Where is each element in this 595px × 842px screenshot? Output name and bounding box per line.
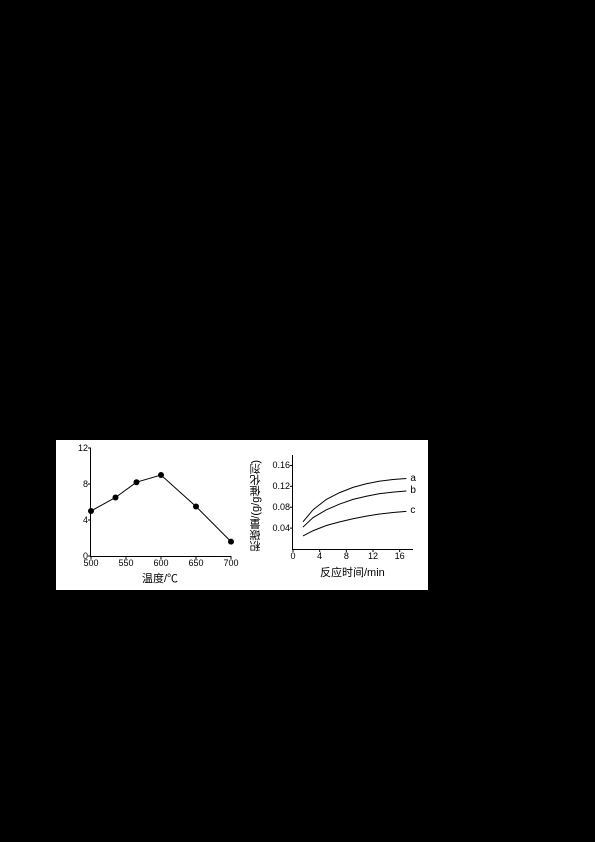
chart-1-xtick: 500 (83, 556, 98, 568)
chart-1-xlabel: 温度/℃ (142, 570, 178, 586)
chart-1-xtick: 700 (223, 556, 238, 568)
chart-2-ytick: 0.12 (272, 481, 293, 491)
chart-1-xtick: 650 (188, 556, 203, 568)
chart-2-xtick: 4 (317, 549, 322, 561)
chart-2-xtick: 16 (395, 549, 405, 561)
chart-1-plot: 04812500550600650700 (90, 448, 231, 557)
chart-2-svg (293, 455, 413, 549)
chart-1-svg (91, 448, 231, 556)
chart-1-xtick: 550 (118, 556, 133, 568)
chart-2-ylabel: 积碳量/(g/g催化剂) (248, 460, 264, 552)
chart-1-ytick: 12 (78, 443, 91, 453)
chart-2-xtick: 12 (368, 549, 378, 561)
chart-2-ytick: 0.08 (272, 502, 293, 512)
chart-2-xlabel: 反应时间/min (320, 564, 385, 580)
chart-2-xtick: 8 (344, 549, 349, 561)
chart-2-series-label: b (410, 485, 416, 496)
chart-1-ytick: 8 (83, 479, 91, 489)
chart-2-plot: 0.040.080.120.160481216abc (292, 455, 413, 550)
chart-2-series-label: a (410, 473, 416, 484)
chart-2-xtick: 0 (290, 549, 295, 561)
chart-2-ytick: 0.04 (272, 523, 293, 533)
chart-1: 04812500550600650700 温度/℃ (56, 440, 242, 590)
charts-container: 04812500550600650700 温度/℃ 0.040.080.120.… (56, 440, 428, 590)
chart-2-series-label: c (410, 505, 415, 516)
chart-1-xtick: 600 (153, 556, 168, 568)
chart-2: 0.040.080.120.160481216abc 积碳量/(g/g催化剂) … (242, 440, 428, 590)
chart-1-ytick: 4 (83, 515, 91, 525)
chart-2-ytick: 0.16 (272, 460, 293, 470)
